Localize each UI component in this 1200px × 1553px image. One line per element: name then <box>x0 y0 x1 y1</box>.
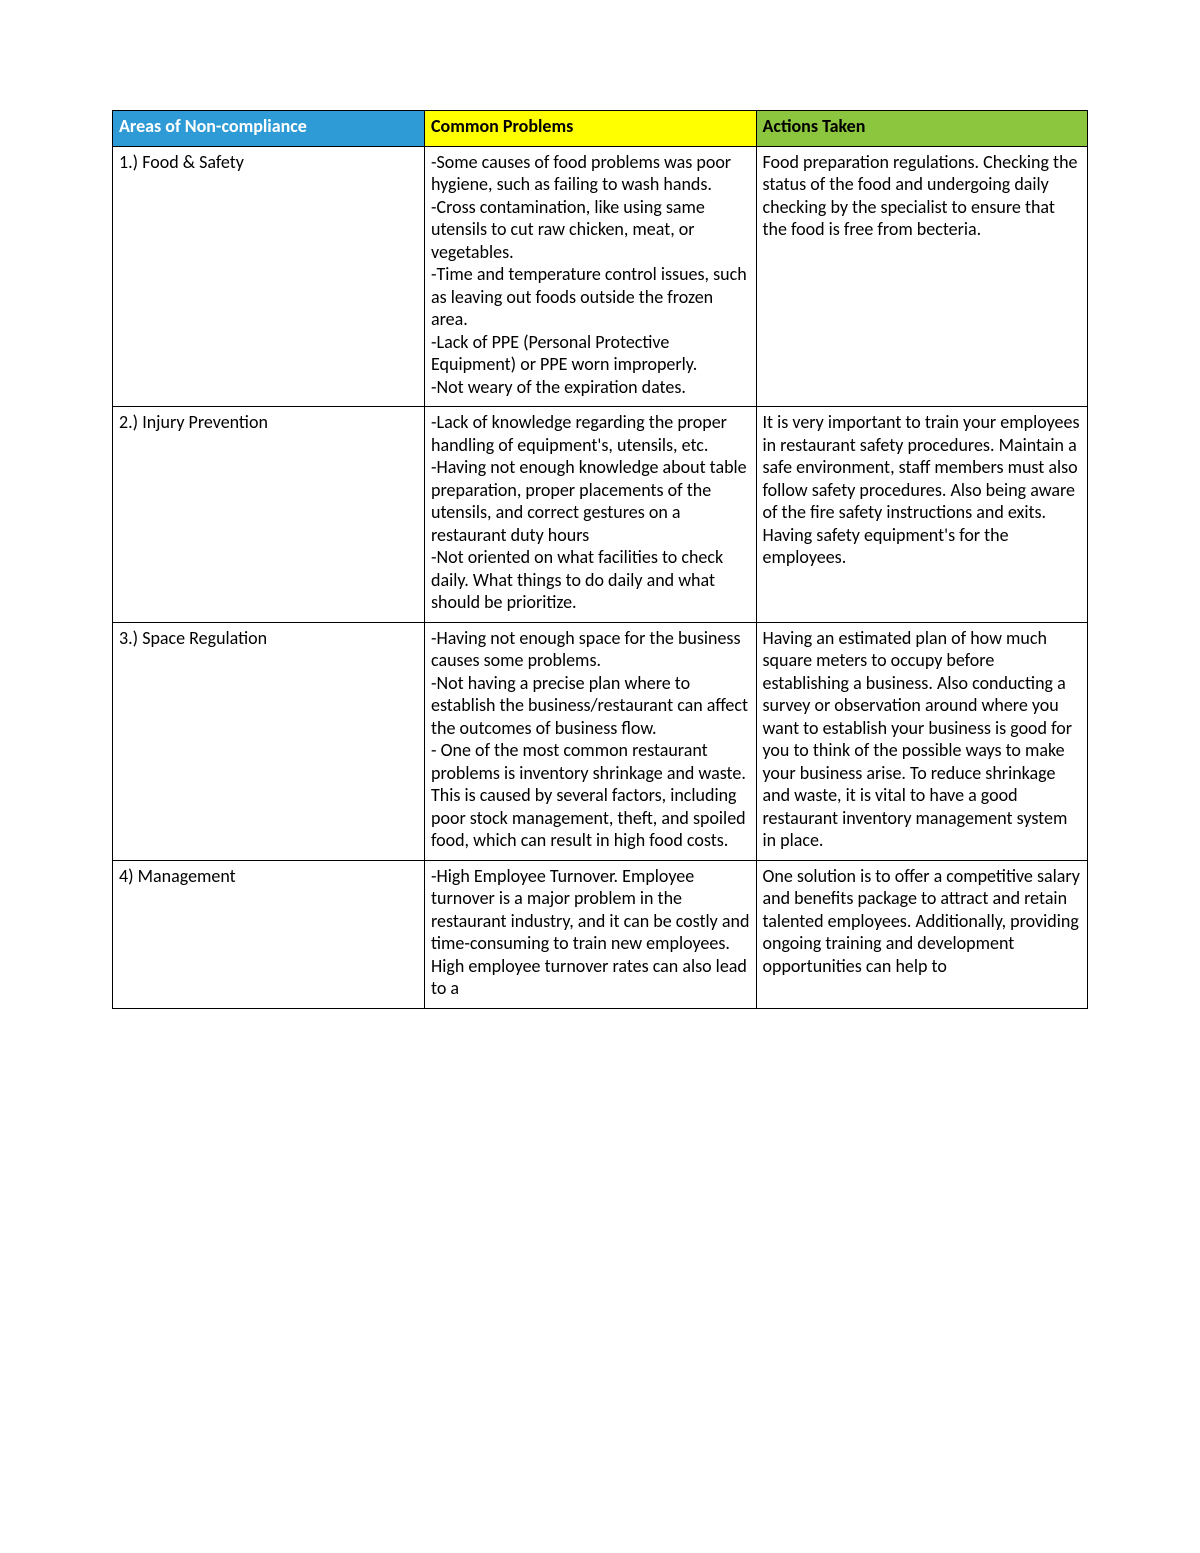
header-areas: Areas of Non-compliance <box>113 111 425 147</box>
table-header-row: Areas of Non-compliance Common Problems … <box>113 111 1088 147</box>
cell-actions: One solution is to offer a competitive s… <box>756 860 1088 1008</box>
table-row: 1.) Food & Safety-Some causes of food pr… <box>113 146 1088 407</box>
table-row: 3.) Space Regulation-Having not enough s… <box>113 622 1088 860</box>
compliance-table: Areas of Non-compliance Common Problems … <box>112 110 1088 1009</box>
cell-area: 3.) Space Regulation <box>113 622 425 860</box>
cell-actions: Food preparation regulations. Checking t… <box>756 146 1088 407</box>
header-problems: Common Problems <box>425 111 757 147</box>
table-body: 1.) Food & Safety-Some causes of food pr… <box>113 146 1088 1008</box>
cell-problems: -Some causes of food problems was poor h… <box>425 146 757 407</box>
cell-problems: -Lack of knowledge regarding the proper … <box>425 407 757 623</box>
cell-actions: Having an estimated plan of how much squ… <box>756 622 1088 860</box>
cell-problems: -Having not enough space for the busines… <box>425 622 757 860</box>
cell-area: 4) Management <box>113 860 425 1008</box>
cell-actions: It is very important to train your emplo… <box>756 407 1088 623</box>
table-row: 4) Management-High Employee Turnover. Em… <box>113 860 1088 1008</box>
cell-area: 1.) Food & Safety <box>113 146 425 407</box>
cell-area: 2.) Injury Prevention <box>113 407 425 623</box>
cell-problems: -High Employee Turnover. Employee turnov… <box>425 860 757 1008</box>
document-page: Areas of Non-compliance Common Problems … <box>0 0 1200 1069</box>
header-actions: Actions Taken <box>756 111 1088 147</box>
table-row: 2.) Injury Prevention-Lack of knowledge … <box>113 407 1088 623</box>
